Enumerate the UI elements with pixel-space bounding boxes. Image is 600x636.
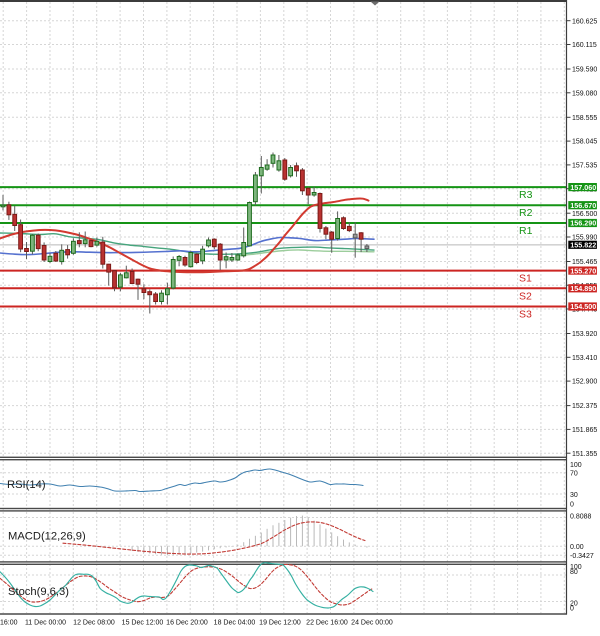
svg-text:156.500: 156.500 [572, 211, 597, 218]
svg-text:0.00: 0.00 [570, 544, 584, 551]
svg-text:157.060: 157.060 [570, 183, 596, 192]
svg-text:156.670: 156.670 [570, 201, 596, 210]
svg-text:100: 100 [570, 564, 582, 571]
svg-text:12 Dec 08:00: 12 Dec 08:00 [73, 620, 115, 627]
svg-text:S2: S2 [519, 290, 532, 302]
svg-text:160.625: 160.625 [572, 18, 597, 25]
svg-text:R1: R1 [519, 225, 533, 237]
svg-text:100: 100 [570, 462, 582, 469]
svg-text:157.535: 157.535 [572, 163, 597, 170]
svg-text:151.865: 151.865 [572, 427, 597, 434]
svg-text:18 Dec 04:00: 18 Dec 04:00 [214, 620, 256, 627]
svg-text:158.555: 158.555 [572, 115, 597, 122]
svg-text:-0.3427: -0.3427 [570, 553, 594, 560]
svg-text:24 Dec 00:00: 24 Dec 00:00 [351, 620, 393, 627]
svg-text:155.270: 155.270 [570, 266, 596, 275]
svg-text:152.375: 152.375 [572, 403, 597, 410]
svg-text:155.822: 155.822 [570, 241, 596, 250]
svg-text:155.465: 155.465 [572, 259, 597, 266]
svg-text:80: 80 [570, 569, 578, 576]
svg-text:MACD(12,26,9): MACD(12,26,9) [8, 531, 86, 543]
svg-text:154.890: 154.890 [570, 284, 596, 293]
svg-text:RSI(14): RSI(14) [7, 479, 46, 491]
svg-text:19 Dec 12:00: 19 Dec 12:00 [259, 620, 301, 627]
svg-text:151.355: 151.355 [572, 451, 597, 458]
svg-text:153.410: 153.410 [572, 355, 597, 362]
svg-text:155.990: 155.990 [572, 235, 597, 242]
svg-text:0.8088: 0.8088 [570, 513, 592, 520]
svg-text:R2: R2 [519, 207, 533, 219]
svg-text:S3: S3 [519, 309, 532, 321]
svg-text:0: 0 [570, 502, 574, 509]
svg-text:70: 70 [570, 470, 578, 477]
svg-text:16 Dec 20:00: 16 Dec 20:00 [166, 620, 208, 627]
svg-text:154.500: 154.500 [570, 302, 596, 311]
svg-text:20: 20 [570, 600, 578, 607]
svg-text:159.590: 159.590 [572, 67, 597, 74]
svg-text:15 Dec 12:00: 15 Dec 12:00 [122, 620, 164, 627]
svg-text:0: 0 [570, 605, 574, 612]
svg-text:153.920: 153.920 [572, 331, 597, 338]
svg-text:158.045: 158.045 [572, 139, 597, 146]
svg-text:30: 30 [570, 492, 578, 499]
svg-text:11 Dec 00:00: 11 Dec 00:00 [25, 620, 66, 627]
svg-text:Stoch(9,6,3): Stoch(9,6,3) [8, 586, 69, 598]
svg-text:156.290: 156.290 [570, 219, 596, 228]
svg-text:S1: S1 [519, 273, 532, 285]
svg-text:16:00: 16:00 [0, 620, 18, 627]
svg-text:R3: R3 [519, 189, 533, 201]
svg-text:152.900: 152.900 [572, 379, 597, 386]
svg-text:22 Dec 16:00: 22 Dec 16:00 [306, 620, 348, 627]
svg-text:159.080: 159.080 [572, 90, 597, 97]
svg-text:160.115: 160.115 [572, 42, 597, 49]
